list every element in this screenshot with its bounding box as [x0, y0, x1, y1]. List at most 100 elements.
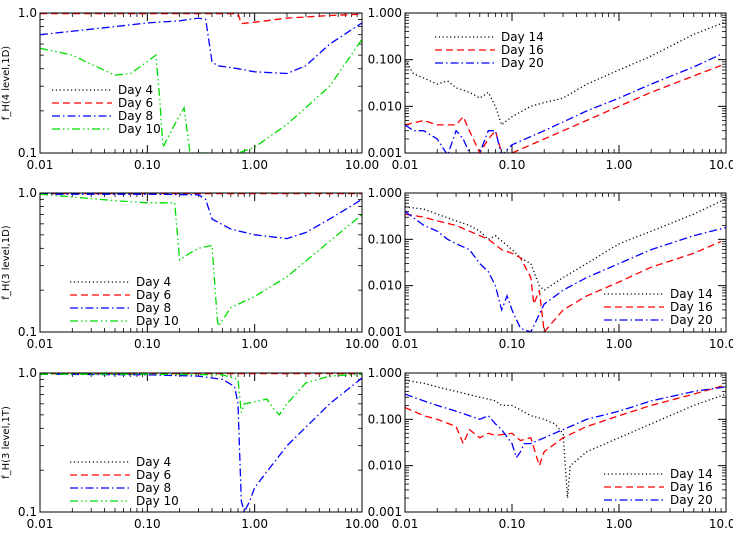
series-line-day-14 — [405, 21, 726, 127]
legend-label: Day 10 — [136, 314, 179, 328]
panel-row3-left: 0.01 0.10 1.00 10.00 1.0 0.1 f_H(3 level,1T) Da… — [1, 366, 379, 531]
x-tick-label: 0.01 — [392, 517, 419, 531]
series-line-day-14 — [405, 198, 726, 292]
x-tick-label: 0.10 — [499, 337, 526, 351]
legend-label: Day 4 — [118, 83, 153, 97]
minor-ticks — [405, 13, 726, 153]
x-tick-label: 0.01 — [392, 158, 419, 172]
panel-row1-right: 0.01 0.10 1.00 10.00 1.000 0.100 0.010 0.001 Day… — [368, 6, 733, 172]
y-axis-label: f_H(4 level,1D) — [1, 46, 12, 121]
legend-label: Day 14 — [670, 467, 713, 481]
y-axis-label: f_H(3 level,1T) — [1, 406, 12, 479]
x-tick-label: 0.10 — [499, 517, 526, 531]
y-tick-label: 0.1 — [18, 325, 37, 339]
series-group — [405, 379, 726, 499]
x-tick-label: 1.00 — [606, 158, 633, 172]
series-line-day-10 — [40, 193, 362, 328]
y-tick-label: 0.1 — [18, 505, 37, 519]
y-tick-label: 0.010 — [368, 279, 402, 293]
plot-frame — [39, 192, 363, 333]
x-tick-label: 0.10 — [134, 517, 161, 531]
legend-label: Day 20 — [670, 313, 713, 327]
series-line-day-20 — [405, 53, 722, 153]
series-line-day-6 — [40, 13, 362, 25]
series-line-day-8 — [40, 17, 362, 75]
series-line-day-16 — [405, 213, 722, 332]
legend-label: Day 14 — [670, 287, 713, 301]
x-tick-label: 0.01 — [27, 337, 54, 351]
series-line-day-10 — [40, 38, 362, 153]
series-line-day-8 — [40, 193, 362, 240]
series-group — [405, 198, 726, 332]
series-line-day-20 — [405, 386, 726, 459]
x-tick-label: 1.00 — [606, 517, 633, 531]
y-tick-label: 1.000 — [368, 186, 402, 200]
minor-ticks — [405, 373, 726, 512]
legend-label: Day 6 — [118, 96, 153, 110]
legend-label: Day 16 — [501, 43, 544, 57]
legend-label: Day 14 — [501, 30, 544, 44]
y-tick-label: 0.1 — [18, 146, 37, 160]
x-tick-label: 10.00 — [709, 337, 733, 351]
y-tick-label: 1.000 — [368, 6, 402, 20]
x-tick-label: 1.00 — [241, 158, 268, 172]
legend-label: Day 10 — [136, 494, 179, 508]
y-tick-label: 0.100 — [368, 412, 402, 426]
series-group — [40, 193, 362, 328]
legend-label: Day 20 — [670, 493, 713, 507]
x-tick-label: 1.00 — [241, 337, 268, 351]
legend-label: Day 10 — [118, 122, 161, 136]
series-group — [40, 373, 362, 512]
series-line-day-16 — [405, 384, 726, 468]
y-tick-label: 1.0 — [18, 6, 37, 20]
plot-frame — [404, 192, 727, 333]
panel-row3-right: 0.01 0.10 1.00 10.00 1.000 0.100 0.010 0.001 Day… — [368, 366, 733, 531]
minor-ticks — [40, 13, 362, 153]
legend-label: Day 16 — [670, 300, 713, 314]
minor-ticks — [405, 193, 726, 332]
legend-label: Day 4 — [136, 275, 171, 289]
y-tick-label: 0.010 — [368, 459, 402, 473]
x-tick-label: 1.00 — [606, 337, 633, 351]
y-axis-label: f_H(3 level,1D) — [1, 225, 12, 300]
series-line-day-16 — [405, 64, 722, 153]
x-tick-label: 0.10 — [134, 158, 161, 172]
plot-frame — [39, 372, 363, 513]
x-tick-label: 0.01 — [27, 158, 54, 172]
legend-label: Day 8 — [136, 481, 171, 495]
x-tick-label: 0.01 — [27, 517, 54, 531]
minor-ticks — [40, 193, 362, 332]
legend-label: Day 20 — [501, 56, 544, 70]
x-tick-label: 0.01 — [392, 337, 419, 351]
x-tick-label: 1.00 — [241, 517, 268, 531]
x-tick-label: 10.00 — [709, 517, 733, 531]
x-tick-label: 10.00 — [345, 517, 379, 531]
y-tick-label: 1.0 — [18, 366, 37, 380]
series-line-day-20 — [405, 210, 726, 332]
series-group — [405, 21, 726, 153]
legend-label: Day 8 — [136, 301, 171, 315]
legend-label: Day 6 — [136, 288, 171, 302]
legend-label: Day 4 — [136, 455, 171, 469]
x-tick-label: 0.10 — [499, 158, 526, 172]
series-group — [40, 13, 362, 153]
x-tick-label: 10.00 — [709, 158, 733, 172]
y-tick-label: 0.100 — [368, 53, 402, 67]
x-tick-label: 10.00 — [345, 158, 379, 172]
panel-row2-left: 0.01 0.10 1.00 10.00 1.0 0.1 f_H(3 level,1D) Da… — [1, 186, 379, 351]
series-line-day-8 — [40, 373, 362, 512]
y-tick-label: 0.001 — [368, 325, 402, 339]
y-tick-label: 1.0 — [18, 186, 37, 200]
plot-frame — [404, 12, 727, 154]
legend-label: Day 6 — [136, 468, 171, 482]
x-tick-label: 10.00 — [345, 337, 379, 351]
series-line-day-10 — [40, 373, 362, 416]
y-tick-label: 0.100 — [368, 232, 402, 246]
plot-frame — [39, 12, 363, 154]
